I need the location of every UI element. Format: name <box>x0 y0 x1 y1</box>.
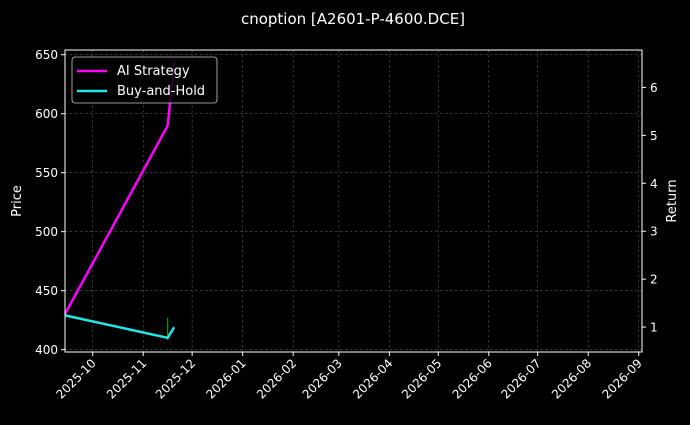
legend-label-buy-and-hold: Buy-and-Hold <box>117 84 205 99</box>
y2-axis-label: Return <box>665 179 680 222</box>
legend-box <box>71 56 218 104</box>
y-tick-label: 600 <box>35 107 58 121</box>
y-axis-label: Price <box>10 185 25 217</box>
y2-tick-label: 5 <box>650 129 658 143</box>
y2-tick-label: 2 <box>650 273 658 287</box>
y-tick-label: 500 <box>35 225 58 239</box>
y2-tick-label: 4 <box>650 177 658 191</box>
y2-tick-label: 3 <box>650 225 658 239</box>
legend-label-ai-strategy: AI Strategy <box>117 64 190 79</box>
y-tick-label: 450 <box>35 284 58 298</box>
y2-tick-label: 6 <box>650 81 658 95</box>
y-tick-label: 400 <box>35 343 58 357</box>
y-tick-label: 650 <box>35 48 58 62</box>
series-line-buy-and-hold <box>64 314 176 340</box>
legend: AI Strategy Buy-and-Hold <box>71 56 218 104</box>
y-tick-label: 550 <box>35 166 58 180</box>
plot-frame <box>64 49 643 353</box>
chart-title: cnoption [A2601-P-4600.DCE] <box>241 10 465 28</box>
y2-tick-label: 1 <box>650 321 658 335</box>
